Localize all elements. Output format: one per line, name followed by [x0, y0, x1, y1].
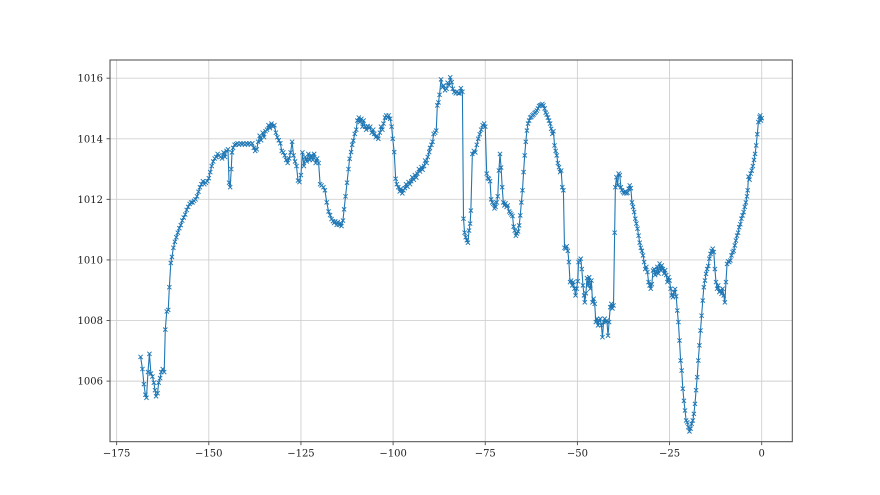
grid-layer [110, 60, 793, 442]
x-tick-label: −175 [103, 449, 130, 460]
y-tick-label: 1008 [78, 316, 103, 327]
x-markers [138, 74, 765, 434]
x-tick-label: −100 [379, 449, 406, 460]
x-tick-label: −25 [659, 449, 680, 460]
data-layer [138, 74, 765, 434]
x-tick-label: −125 [287, 449, 314, 460]
tick-label-layer: −175 −150 −125 −100 −75 −50 −25 0 1006 1008 1010 10… [78, 74, 765, 460]
y-tick-label: 1016 [78, 74, 103, 85]
y-tick-label: 1006 [78, 377, 103, 388]
x-tick-label: −75 [475, 449, 496, 460]
y-tick-label: 1010 [78, 255, 103, 266]
axes-layer [106, 59, 793, 446]
x-tick-label: 0 [759, 449, 765, 460]
y-tick-label: 1014 [78, 134, 103, 145]
x-tick-label: −150 [195, 449, 222, 460]
x-tick-label: −50 [567, 449, 588, 460]
plot-border [109, 59, 793, 443]
y-tick-label: 1012 [78, 195, 103, 206]
data-line [140, 76, 763, 432]
